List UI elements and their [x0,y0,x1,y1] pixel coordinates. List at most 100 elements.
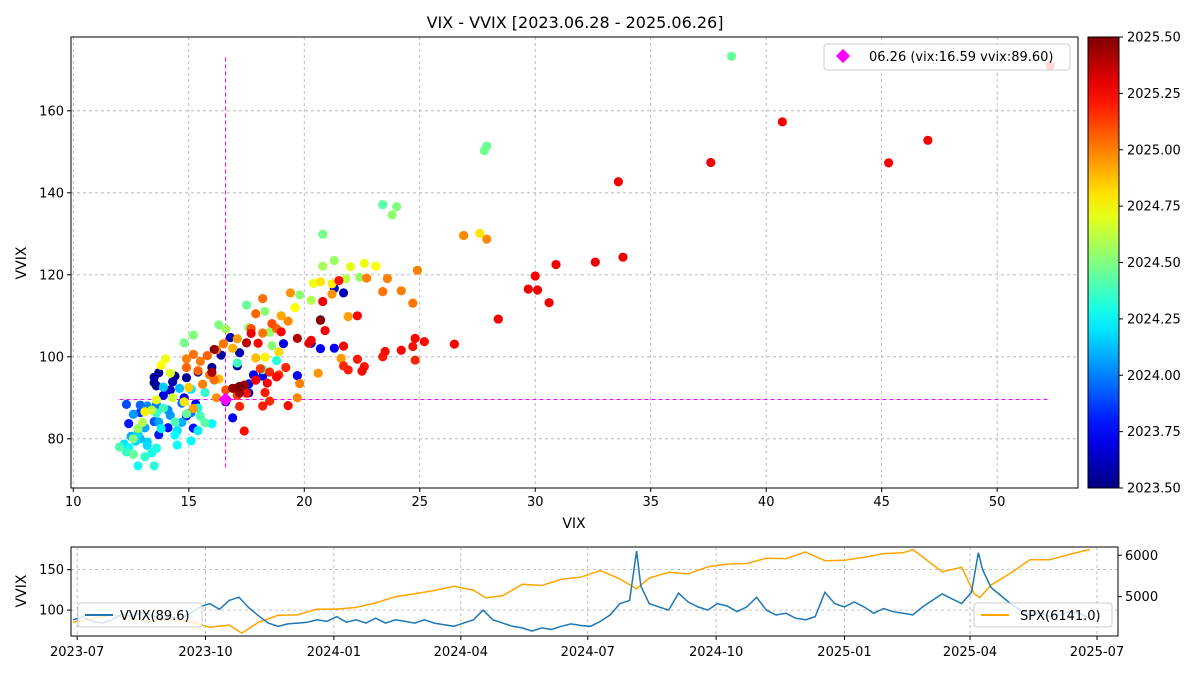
ts-x-tick-label: 2025-04 [943,645,997,660]
spx-line [72,548,1091,634]
scatter-point [202,350,212,361]
scatter-point [251,353,261,363]
scatter-point [278,339,289,349]
timeseries-grid [71,547,1118,636]
scatter-point [149,372,159,382]
scatter-point [142,440,152,450]
colorbar-tick-label: 2024.25 [1127,312,1181,327]
colorbar-gradient [1087,36,1120,489]
scatter-point [165,368,175,378]
scatter-point [200,387,210,398]
scatter-x-ticks: 10 15 20 25 30 35 40 45 50 [65,488,1005,510]
timeseries-y-label: VVIX [14,574,30,607]
scatter-point [276,327,286,337]
scatter-chart: VIX - VVIX [2023.06.28 - 2025.06.26] 10 1… [14,13,1079,532]
scatter-point [158,390,168,400]
scatter-point [195,356,205,366]
scatter-point [165,385,175,395]
scatter-point [181,354,192,364]
scatter-point [338,341,349,351]
scatter-point [232,334,242,344]
scatter-point [128,409,138,419]
scatter-point [181,362,192,373]
scatter-point [265,396,275,406]
scatter-point [188,403,199,414]
scatter-x-label: VIX [562,516,586,532]
scatter-point [544,298,554,308]
scatter-point [318,261,328,271]
scatter-title: VIX - VVIX [2023.06.28 - 2025.06.26] [427,13,724,32]
scatter-point [274,347,284,357]
scatter-point [228,413,238,423]
colorbar: 2023.50 2023.75 2024.00 2024.25 2024.50 2024.… [1087,31,1181,497]
scatter-point [151,443,162,453]
scatter-point [352,354,362,364]
scatter-point [163,423,173,433]
scatter-point [352,311,362,321]
scatter-point [283,316,293,326]
scatter-point [392,202,402,212]
scatter-point [706,157,716,168]
legend-diamond-marker [835,48,851,64]
scatter-point [267,341,277,351]
scatter-point [262,378,272,388]
scatter-point [156,360,166,371]
vvix-legend-box [77,602,203,628]
scatter-point [177,417,187,427]
scatter-point [260,352,270,362]
scatter-point [884,158,894,168]
scatter-point [170,430,180,440]
colorbar-tick-label: 2024.50 [1127,256,1181,271]
scatter-point [327,289,337,299]
scatter-point [140,407,150,417]
scatter-point [777,117,787,127]
colorbar-tick-label: 2025.00 [1127,143,1181,158]
scatter-point [265,327,275,337]
scatter-point [271,372,282,382]
ts-x-tick-label: 2025-07 [1070,645,1124,660]
scatter-point [209,344,219,355]
ts-left-tick-label: 150 [39,563,64,578]
scatter-point [345,262,356,272]
colorbar-tick-label: 2024.00 [1127,369,1181,384]
timeseries-right-ticks: 5000 6000 [1118,549,1158,605]
scatter-point [308,278,319,289]
timeseries-left-ticks: 100 150 [39,563,71,619]
scatter-point [255,364,265,374]
timeseries-x-ticks: 2023-07 2023-10 2024-01 2024-04 2024-07 2024-… [50,636,1124,660]
scatter-point [304,338,314,348]
scatter-point [181,409,192,419]
scatter-point [235,381,245,391]
scatter-point [530,271,540,281]
colorbar-tick-label: 2023.75 [1127,425,1181,440]
ts-x-tick-label: 2024-10 [689,645,743,660]
scatter-point [121,399,132,409]
colorbar-tick-label: 2025.50 [1127,31,1181,46]
vvix-legend-label: VVIX(89.6) [120,609,190,624]
scatter-point [336,353,346,364]
scatter-point [174,383,185,393]
scatter-point [207,419,217,429]
scatter-y-ticks: 80 100 120 140 160 [39,104,71,447]
scatter-point [357,366,367,376]
scatter-point [193,426,203,436]
x-tick-label: 30 [527,495,544,510]
scatter-legend: 06.26 (vix:16.59 vvix:89.60) [823,43,1071,71]
scatter-point [475,228,485,238]
x-tick-label: 20 [296,495,313,510]
scatter-y-label: VVIX [14,246,30,279]
scatter-point [359,258,369,268]
scatter-point [232,358,242,368]
scatter-point [313,368,323,378]
scatter-point [151,381,162,391]
scatter-point [186,436,196,446]
scatter-point [412,265,423,275]
scatter-point [158,382,168,392]
scatter-point [493,314,503,324]
spx-legend: SPX(6141.0) [973,602,1113,628]
scatter-point [149,461,159,471]
scatter-point [258,401,268,411]
scatter-point [618,252,628,262]
scatter-point [211,393,222,403]
scatter-point [235,401,245,412]
